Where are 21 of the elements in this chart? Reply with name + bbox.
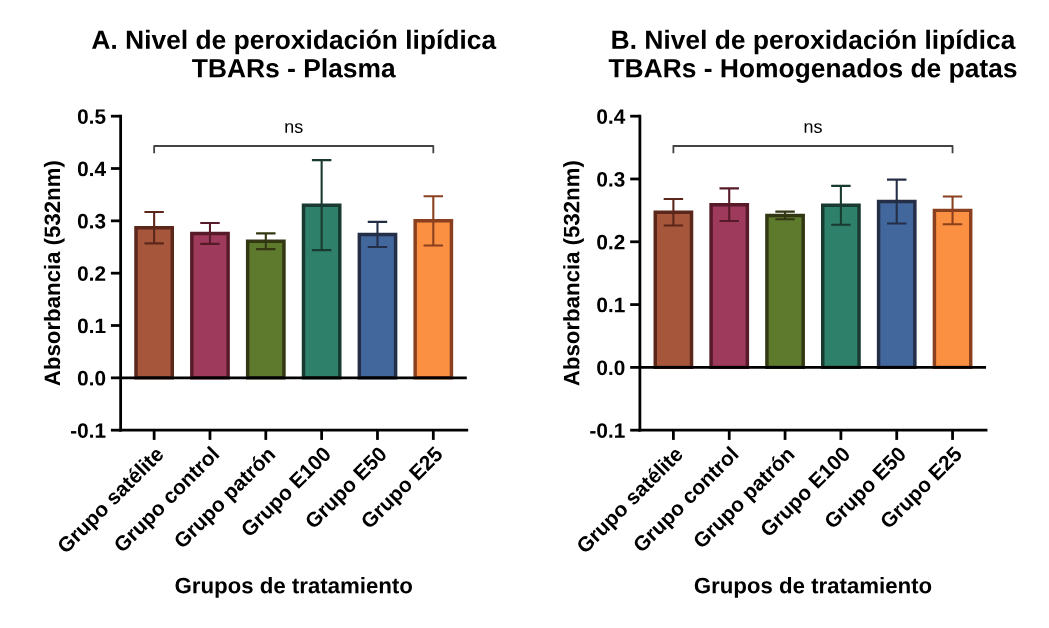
y-tick-label: 0.1 bbox=[77, 318, 106, 334]
y-tick-label: 0.0 bbox=[77, 370, 106, 386]
y-tick-label: 0.0 bbox=[597, 360, 625, 376]
x-axis-title: Grupos de tratamiento bbox=[175, 577, 413, 598]
y-axis-title: Absorbancia (532nm) bbox=[43, 161, 65, 386]
y-tick-label: 0.3 bbox=[597, 171, 625, 187]
chart-title: B. Nivel de peroxidación lipídica TBARs - Homogenados de patas bbox=[608, 29, 1017, 83]
y-tick-label: 0.3 bbox=[77, 213, 106, 229]
y-tick-label: 0.5 bbox=[77, 109, 106, 124]
chart-title: A. Nivel de peroxidación lipídica TBARs - Plasma bbox=[92, 29, 497, 78]
y-tick-label: 0.2 bbox=[77, 266, 106, 281]
y-tick-label: -0.1 bbox=[590, 423, 625, 438]
y-tick-label: 0.4 bbox=[77, 161, 106, 177]
x-axis-title: Grupos de tratamiento bbox=[694, 577, 932, 598]
y-tick-label: 0.2 bbox=[597, 234, 625, 250]
annotation: ns bbox=[804, 123, 822, 134]
y-tick-label: 0.4 bbox=[597, 109, 626, 124]
y-tick-label: -0.1 bbox=[70, 423, 106, 438]
annotation: ns bbox=[285, 123, 303, 134]
y-axis-title: Absorbancia (532nm) bbox=[563, 161, 584, 386]
y-tick-label: 0.1 bbox=[597, 297, 625, 313]
